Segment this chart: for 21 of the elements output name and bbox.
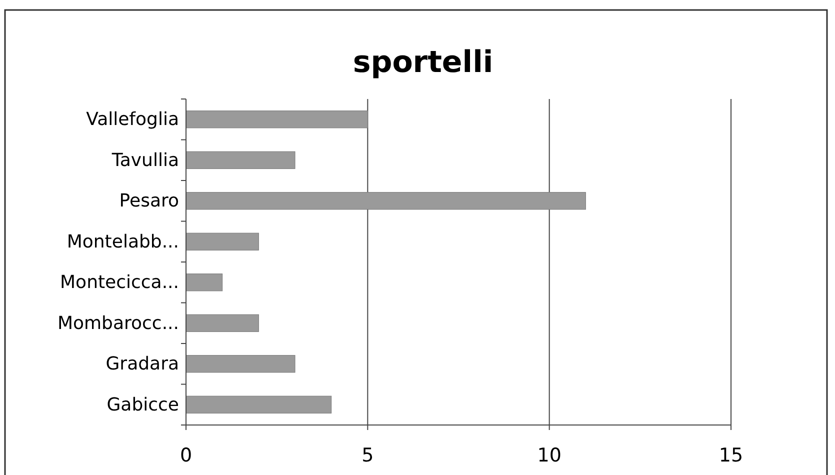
y-tick-label: Mombarocc... — [57, 312, 179, 334]
bar — [186, 396, 332, 414]
bar — [186, 355, 296, 373]
y-tick-label: Tavullia — [110, 150, 179, 171]
x-tick-label: 5 — [362, 444, 374, 466]
bar — [186, 151, 296, 169]
y-tick-label: Gradara — [106, 354, 179, 375]
y-tick-label: Montelabb... — [66, 231, 179, 252]
x-tick-label: 10 — [537, 444, 562, 466]
x-tick-label: 15 — [718, 444, 744, 466]
y-tick-label: Montecicca... — [60, 272, 179, 294]
x-tick-label: 0 — [180, 444, 192, 466]
bar — [186, 110, 368, 128]
y-tick-label: Vallefoglia — [86, 109, 179, 130]
bar — [186, 192, 586, 210]
bar — [186, 232, 259, 250]
chart-title: sportelli — [352, 45, 494, 80]
y-tick-label: Gabicce — [106, 394, 179, 416]
bar — [186, 274, 223, 292]
y-tick-label: Pesaro — [119, 190, 179, 212]
bar — [186, 314, 259, 332]
